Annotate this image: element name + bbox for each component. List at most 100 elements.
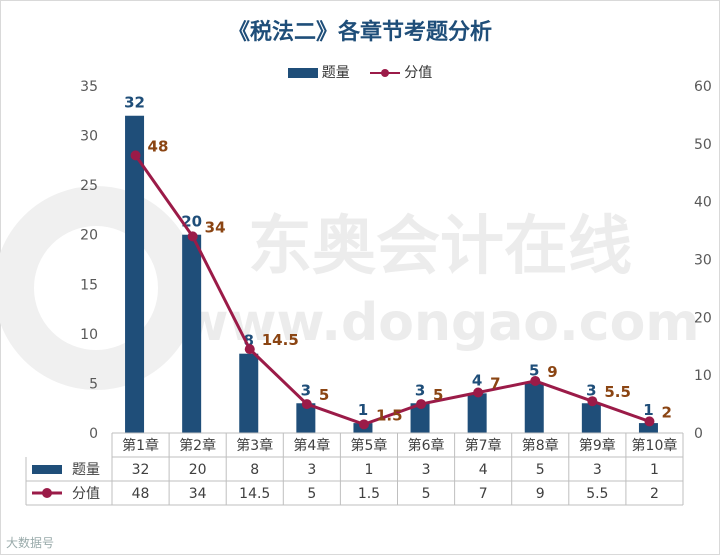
table-cell-bar: 3 — [307, 462, 316, 478]
line-data-label: 9 — [547, 363, 557, 381]
line-data-label: 48 — [148, 137, 169, 155]
y-right-tick-label: 20 — [694, 310, 712, 326]
legend-item-line: 分值 — [370, 62, 432, 82]
x-tick-label: 第9章 — [579, 437, 616, 454]
line-point — [473, 387, 484, 398]
line-data-label: 5 — [319, 386, 329, 404]
y-left-tick-label: 5 — [89, 376, 98, 392]
line-point — [644, 416, 655, 427]
table-cell-line: 9 — [536, 486, 545, 502]
chart-legend: 题量 分值 — [0, 62, 720, 82]
bar-data-label: 32 — [124, 94, 145, 112]
table-cell-line: 5 — [422, 486, 431, 502]
bar-data-label: 3 — [415, 381, 425, 399]
line-point — [187, 231, 198, 242]
corner-mark: 大数据号 — [6, 536, 55, 550]
chart-title: 《税法二》各章节考题分析 — [227, 20, 492, 45]
x-tick-label: 第6章 — [408, 437, 445, 454]
table-cell-bar: 5 — [536, 462, 545, 478]
bar — [467, 393, 487, 433]
x-tick-label: 第2章 — [179, 437, 216, 454]
table-key-bar — [32, 465, 62, 474]
bar — [638, 423, 658, 433]
table-cell-bar: 4 — [479, 462, 488, 478]
table-row-header-line: 分值 — [72, 486, 100, 502]
legend-label-line: 分值 — [404, 65, 433, 81]
bar-data-label: 20 — [181, 213, 202, 231]
bar — [125, 115, 145, 433]
line-data-label: 14.5 — [262, 331, 299, 349]
bar-data-label: 3 — [301, 381, 311, 399]
legend-swatch-line — [370, 68, 401, 78]
x-tick-label: 第7章 — [465, 437, 502, 454]
bar-data-label: 8 — [244, 332, 254, 350]
table-cell-bar: 3 — [593, 462, 602, 478]
y-left-tick-label: 0 — [89, 426, 98, 442]
x-tick-label: 第3章 — [236, 437, 273, 454]
y-right-tick-label: 40 — [694, 195, 712, 211]
legend-label-bar: 题量 — [321, 65, 350, 81]
table-row-header-bar: 题量 — [72, 462, 100, 478]
y-right-tick-label: 30 — [694, 253, 712, 269]
y-right-tick-label: 50 — [694, 137, 712, 153]
table-cell-bar: 32 — [132, 462, 150, 478]
bar-data-label: 4 — [472, 371, 482, 389]
x-tick-label: 第1章 — [122, 437, 159, 454]
bar — [524, 383, 544, 433]
bar-data-label: 5 — [529, 361, 539, 379]
table-cell-line: 5.5 — [586, 486, 608, 502]
legend-item-bar: 题量 — [287, 62, 350, 82]
y-left-tick-label: 35 — [80, 79, 98, 95]
table-cell-bar: 3 — [422, 462, 431, 478]
bar — [581, 403, 601, 433]
x-tick-label: 第8章 — [522, 437, 559, 454]
bar-data-label: 1 — [358, 401, 368, 419]
bar — [182, 234, 202, 433]
line-point — [358, 419, 369, 430]
line-data-label: 1.5 — [376, 406, 403, 424]
line-point — [416, 399, 427, 410]
bar-data-label: 3 — [586, 381, 596, 399]
bar — [410, 403, 430, 433]
table-cell-line: 34 — [189, 486, 207, 502]
table-key-marker — [42, 488, 52, 498]
table-cell-bar: 1 — [364, 462, 373, 478]
line-data-label: 2 — [661, 403, 671, 421]
table-cell-line: 1.5 — [358, 486, 380, 502]
table-cell-line: 7 — [479, 486, 488, 502]
y-left-tick-label: 10 — [80, 327, 98, 343]
line-point — [587, 396, 598, 407]
line-point — [244, 344, 255, 355]
line-data-label: 7 — [490, 375, 500, 393]
table-cell-bar: 20 — [189, 462, 207, 478]
line-data-label: 5.5 — [604, 383, 631, 401]
bar — [296, 403, 316, 433]
y-right-tick-label: 0 — [694, 426, 703, 442]
y-right-tick-label: 10 — [694, 368, 712, 384]
table-cell-line: 2 — [650, 486, 659, 502]
y-left-tick-label: 30 — [80, 129, 98, 145]
y-left-tick-label: 20 — [80, 228, 98, 244]
table-cell-line: 14.5 — [239, 486, 270, 502]
line-point — [130, 150, 141, 161]
y-right-tick-label: 60 — [694, 79, 712, 95]
watermark-brand: 东奥会计在线 — [248, 210, 632, 284]
table-cell-line: 5 — [307, 486, 316, 502]
line-data-label: 34 — [205, 218, 226, 236]
watermark-url: www.dongao.com — [180, 293, 699, 353]
line-data-label: 5 — [433, 386, 443, 404]
legend-swatch-bar — [287, 68, 318, 78]
line-point — [530, 375, 541, 386]
watermark-logo — [0, 186, 198, 390]
bar-data-label: 1 — [643, 401, 653, 419]
table-cell-bar: 8 — [250, 462, 259, 478]
table-cell-bar: 1 — [650, 462, 659, 478]
x-tick-label: 第5章 — [350, 437, 387, 454]
line-series — [134, 154, 650, 426]
table-cell-line: 48 — [132, 486, 150, 502]
x-tick-label: 第10章 — [632, 437, 678, 454]
y-left-tick-label: 15 — [80, 277, 98, 293]
bar — [239, 353, 259, 433]
y-left-tick-label: 25 — [80, 178, 98, 194]
